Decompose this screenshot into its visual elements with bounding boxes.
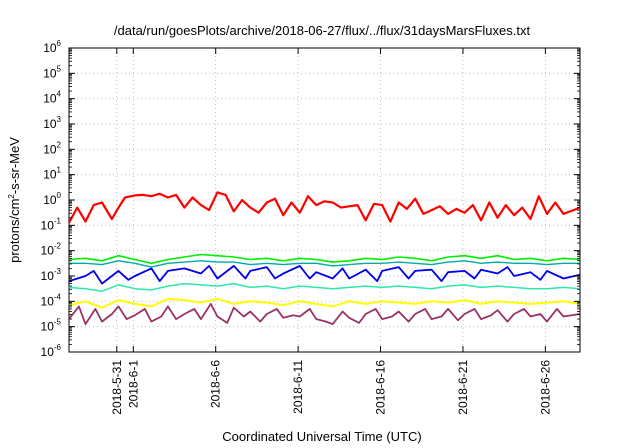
y-axis-label: protons/cm2-s-sr-MeV [7, 137, 22, 263]
y-axis-label-prefix: protons/cm [7, 199, 22, 263]
y-axis-label-sup: 2 [7, 194, 16, 199]
x-tick-label: 2018-6-6 [209, 360, 223, 408]
y-tick-label: 10-2 [41, 242, 62, 258]
series-line-2 [69, 260, 580, 268]
series-line-6 [68, 302, 581, 326]
plot-area [68, 47, 581, 353]
y-tick-label: 10-4 [41, 292, 62, 308]
y-tick-label: 100 [43, 191, 61, 207]
series-line-4 [68, 282, 581, 292]
x-tick-label: 2018-5-31 [110, 360, 124, 415]
y-tick-label: 10-1 [41, 216, 62, 232]
x-tick-label: 2018-6-26 [538, 360, 552, 415]
series-line-0 [68, 191, 581, 224]
y-tick-label: 102 [43, 140, 61, 156]
chart-title: /data/run/goesPlots/archive/2018-06-27/f… [114, 23, 531, 38]
x-tick-label: 2018-6-11 [291, 360, 305, 414]
series-line-3 [68, 264, 581, 285]
grid-lines [69, 48, 580, 352]
x-tick-label: 2018-6-21 [456, 360, 470, 415]
y-tick-label: 105 [43, 64, 61, 80]
y-tick-label: 10-5 [41, 318, 62, 334]
y-axis-ticks: 10-6 10-5 10-4 10-3 10-2 10-1 100 101 102 103 104 1… [41, 39, 580, 359]
series-line-1 [68, 253, 581, 265]
y-tick-label: 101 [43, 166, 61, 182]
x-axis-label: Coordinated Universal Time (UTC) [222, 429, 421, 444]
x-tick-label: 2018-6-1 [126, 360, 140, 408]
y-tick-label: 106 [43, 39, 61, 55]
x-axis-ticks: 2018-5-31 2018-6-1 2018-6-6 2018-6-11 2018-6… [110, 48, 552, 415]
y-tick-label: 103 [43, 115, 61, 131]
x-tick-label: 2018-6-16 [374, 360, 388, 415]
y-axis-label-suffix: -s-sr-MeV [7, 137, 22, 194]
series-line-5 [68, 297, 581, 309]
y-tick-label: 10-6 [41, 343, 62, 359]
y-tick-label: 104 [43, 90, 61, 106]
series-layer [68, 191, 581, 326]
y-tick-label: 10-3 [41, 267, 62, 283]
